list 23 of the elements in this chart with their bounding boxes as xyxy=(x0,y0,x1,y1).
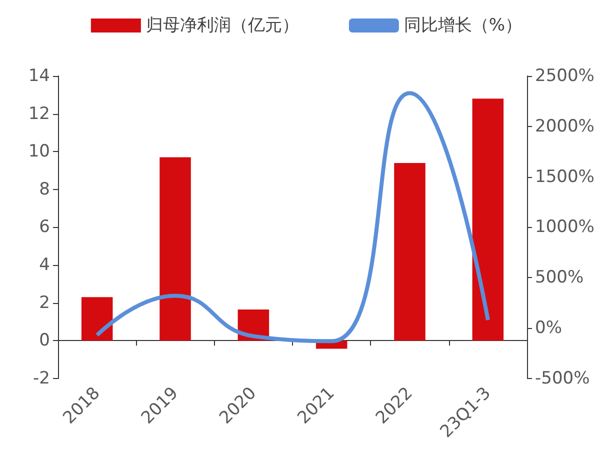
y-tick-label: 2 xyxy=(39,292,50,313)
y-tick-label: 10 xyxy=(28,142,50,162)
y-tick-label: 0 xyxy=(39,330,50,351)
y2-tick-label: 2500% xyxy=(535,66,594,86)
y2-tick-label: -500% xyxy=(535,368,590,388)
legend-label: 同比增长（%） xyxy=(404,16,522,36)
y2-tick-label: 0% xyxy=(535,318,562,338)
y2-tick-label: 500% xyxy=(535,268,584,288)
y2-tick-label: 2000% xyxy=(535,116,594,136)
legend-label: 归母净利润（亿元） xyxy=(146,16,299,36)
y-tick-label: 14 xyxy=(28,66,50,86)
y2-tick-label: 1500% xyxy=(535,166,594,187)
bar xyxy=(81,297,113,341)
y-tick-label: 4 xyxy=(39,255,50,276)
line-series xyxy=(95,91,490,344)
y-tick-label: 12 xyxy=(28,104,50,124)
y-tick-label: 8 xyxy=(39,179,50,200)
bar xyxy=(394,162,426,341)
y2-tick-label: 1000% xyxy=(535,217,594,238)
y-tick-label: 6 xyxy=(39,217,50,238)
y-tick-label: -2 xyxy=(33,368,50,388)
bar xyxy=(160,157,191,341)
bar xyxy=(472,98,504,341)
